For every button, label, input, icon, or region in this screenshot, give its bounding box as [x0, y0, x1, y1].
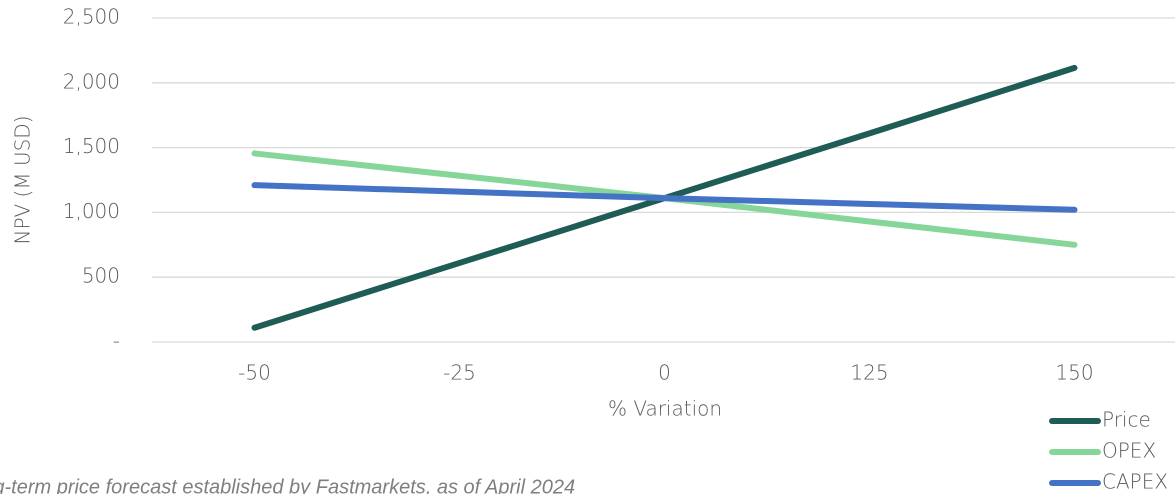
x-tick-label: 0	[658, 361, 671, 385]
y-tick-label: -	[113, 329, 120, 353]
y-tick-label: 500	[82, 264, 120, 288]
x-tick-label: -50	[238, 361, 271, 385]
legend-label: Price	[1102, 408, 1151, 432]
y-axis-label: NPV (M USD)	[11, 115, 35, 244]
legend-label: CAPEX	[1102, 470, 1168, 494]
y-tick-label: 2,500	[63, 5, 120, 29]
y-tick-label: 1,000	[63, 199, 120, 223]
series-line	[251, 182, 1078, 213]
legend-label: OPEX	[1102, 439, 1156, 463]
y-tick-label: 1,500	[63, 134, 120, 158]
y-tick-label: 2,000	[63, 69, 120, 93]
x-tick-label: 150	[1055, 361, 1093, 385]
x-tick-label: -25	[443, 361, 476, 385]
x-axis-label: % Variation	[608, 397, 722, 421]
footnote: Long-term price forecast established by …	[0, 476, 575, 494]
x-tick-label: 125	[850, 361, 888, 385]
